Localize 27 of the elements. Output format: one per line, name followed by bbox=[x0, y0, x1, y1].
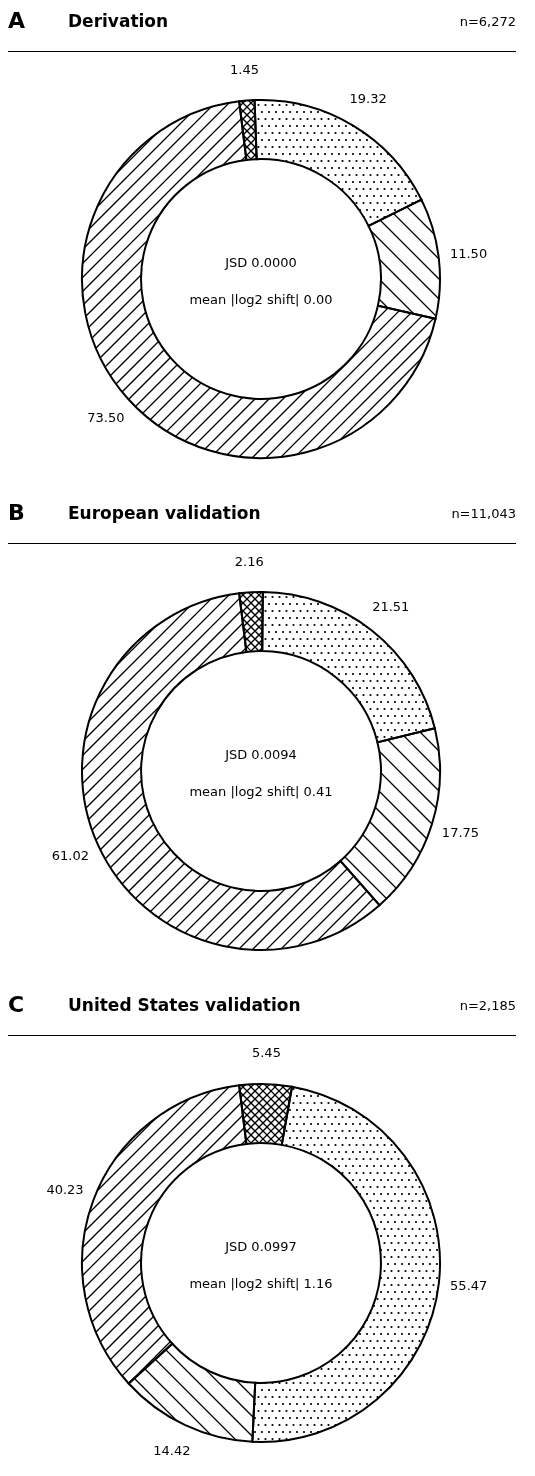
chart-title: European validation bbox=[68, 503, 261, 523]
data-label: 17.75 bbox=[441, 824, 480, 840]
text: mean |log2 shift| 0.41 bbox=[188, 784, 334, 799]
text: C bbox=[8, 992, 25, 1017]
chart-title: United States validation bbox=[68, 995, 301, 1015]
text: A bbox=[8, 8, 26, 33]
data-label: 2.16 bbox=[234, 553, 264, 569]
text: mean |log2 shift| 0.00 bbox=[188, 292, 334, 307]
data-label: 14.42 bbox=[153, 1443, 191, 1459]
data-label: 61.02 bbox=[51, 848, 90, 864]
data-label: 11.50 bbox=[449, 245, 488, 261]
chart-subtitle: n=2,185 bbox=[459, 998, 516, 1013]
text: JSD 0.0997 bbox=[223, 1239, 298, 1254]
data-label: 5.45 bbox=[251, 1045, 281, 1061]
data-label: 40.23 bbox=[46, 1181, 84, 1197]
data-label: 73.50 bbox=[87, 410, 125, 426]
data-label: 55.47 bbox=[450, 1277, 488, 1293]
chart-subtitle: n=6,272 bbox=[459, 14, 516, 29]
text: JSD 0.0094 bbox=[223, 747, 298, 762]
data-label: 19.32 bbox=[349, 90, 387, 106]
text: B bbox=[8, 500, 25, 525]
chart-title: Derivation bbox=[68, 11, 169, 31]
data-label: 21.51 bbox=[372, 598, 410, 614]
chart-subtitle: n=11,043 bbox=[451, 506, 516, 521]
text: JSD 0.0000 bbox=[225, 255, 297, 270]
text: mean |log2 shift| 1.16 bbox=[189, 1276, 333, 1291]
data-label: 1.45 bbox=[230, 62, 259, 78]
